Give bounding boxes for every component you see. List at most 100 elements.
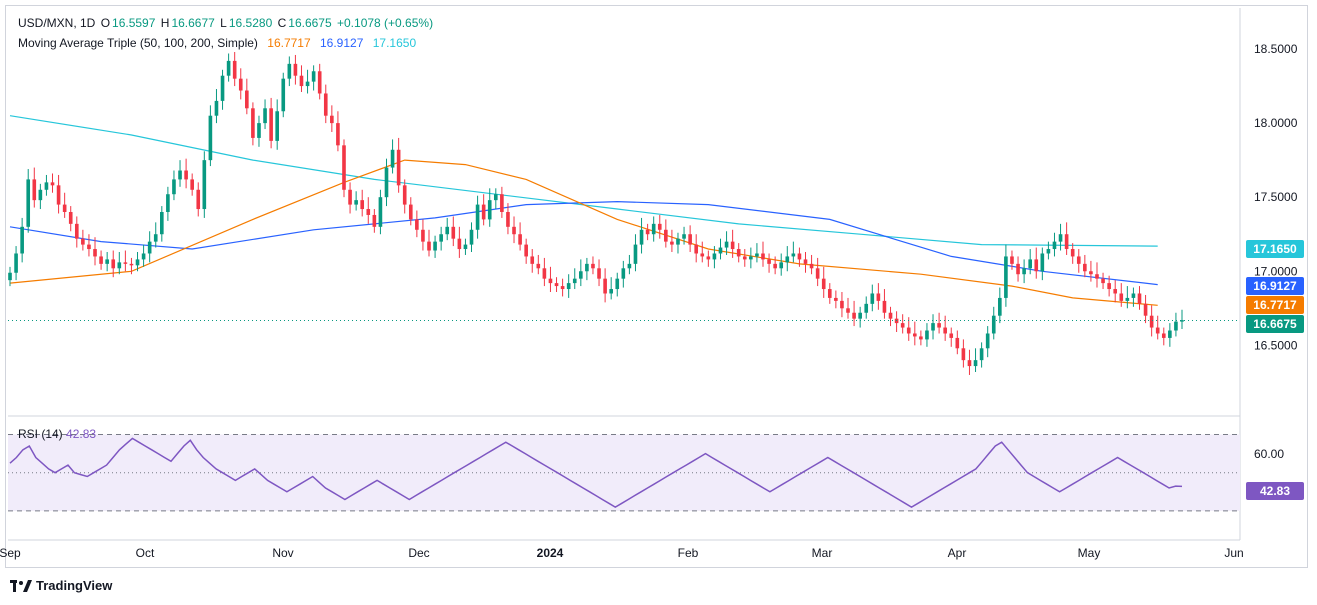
candle-body bbox=[651, 223, 656, 235]
candle-body bbox=[736, 249, 741, 257]
candle-body bbox=[815, 268, 820, 279]
candle-body bbox=[1016, 263, 1020, 275]
candle-body bbox=[676, 238, 680, 245]
y-tick-label-4: 16.5000 bbox=[1254, 338, 1298, 352]
rsi-label: RSI (14) 42.83 bbox=[18, 427, 97, 441]
candle-body bbox=[961, 348, 966, 361]
ma200-line bbox=[9, 115, 1158, 247]
candle-body bbox=[457, 238, 462, 250]
candle-body bbox=[991, 315, 996, 334]
candle-body bbox=[645, 229, 650, 235]
candle-body bbox=[166, 194, 170, 212]
x-tick-label-5: Feb bbox=[678, 546, 699, 560]
candle-body bbox=[670, 241, 674, 245]
candle-body bbox=[336, 123, 340, 146]
candle-body bbox=[135, 259, 140, 266]
candle-body bbox=[749, 256, 753, 260]
candle-body bbox=[1070, 249, 1075, 257]
candle-body bbox=[439, 234, 443, 242]
candle-body bbox=[706, 256, 711, 260]
candle-body bbox=[129, 263, 134, 266]
candle-body bbox=[506, 212, 510, 227]
candle-body bbox=[354, 200, 358, 205]
y-tick-label-2: 17.5000 bbox=[1254, 190, 1298, 204]
candle-body bbox=[943, 327, 947, 334]
tradingview-icon bbox=[10, 579, 32, 592]
candle-body bbox=[415, 219, 419, 230]
candle-body bbox=[888, 312, 893, 319]
candle-body bbox=[639, 229, 644, 245]
candle-body bbox=[427, 241, 431, 251]
candle-body bbox=[1174, 321, 1178, 331]
x-tick-label-4: 2024 bbox=[537, 546, 564, 560]
ma-legend: Moving Average Triple (50, 100, 200, Sim… bbox=[18, 36, 418, 50]
candle-body bbox=[366, 209, 371, 215]
candle-body bbox=[1095, 274, 1099, 279]
candle-body bbox=[627, 263, 632, 269]
candle-body bbox=[742, 256, 747, 260]
candle-body bbox=[44, 182, 49, 190]
candle-body bbox=[694, 244, 699, 254]
candle-body bbox=[305, 81, 310, 87]
ma50-badge: 16.7717 bbox=[1246, 296, 1304, 314]
candle-body bbox=[74, 223, 79, 239]
x-tick-label-1: Oct bbox=[136, 546, 155, 560]
candle-body bbox=[257, 123, 261, 138]
candle-body bbox=[402, 185, 407, 205]
candle-body bbox=[530, 256, 535, 264]
candle-body bbox=[1028, 259, 1032, 269]
ma100-value: 16.9127 bbox=[320, 36, 364, 50]
candle-body bbox=[1052, 241, 1057, 250]
candle-body bbox=[202, 160, 207, 210]
ma50-line bbox=[9, 159, 1158, 306]
candle-body bbox=[500, 194, 504, 212]
candle-body bbox=[275, 111, 280, 141]
candle-body bbox=[1113, 289, 1118, 294]
candle-body bbox=[342, 145, 346, 190]
candle-body bbox=[797, 253, 802, 260]
candle-body bbox=[445, 226, 450, 235]
candle-body bbox=[1180, 320, 1184, 322]
candle-body bbox=[281, 78, 286, 112]
candle-body bbox=[433, 241, 437, 251]
candle-body bbox=[597, 268, 601, 279]
candle-body bbox=[882, 300, 887, 313]
candle-body bbox=[184, 170, 188, 180]
candle-body bbox=[50, 182, 55, 186]
candle-body bbox=[906, 327, 911, 334]
candle-body bbox=[773, 263, 777, 269]
candle-body bbox=[372, 214, 377, 227]
ma200-value: 17.1650 bbox=[372, 36, 417, 50]
candle-body bbox=[263, 108, 267, 124]
tradingview-logo[interactable]: TradingView bbox=[10, 578, 112, 593]
candle-body bbox=[56, 185, 61, 205]
candle-body bbox=[998, 297, 1002, 316]
candle-body bbox=[809, 263, 814, 269]
candle-body bbox=[62, 204, 67, 212]
candle-body bbox=[93, 249, 97, 257]
candle-body bbox=[603, 278, 607, 294]
candle-body bbox=[973, 360, 978, 367]
candle-body bbox=[390, 149, 395, 168]
candle-body bbox=[821, 278, 826, 290]
symbol-label: USD/MXN, 1D bbox=[18, 16, 96, 30]
y-tick-label-0: 18.5000 bbox=[1254, 42, 1298, 56]
candle-body bbox=[287, 63, 292, 79]
chart-frame bbox=[5, 5, 1308, 568]
candle-body bbox=[196, 189, 201, 210]
candle-body bbox=[615, 278, 620, 290]
candle-body bbox=[147, 241, 152, 254]
candle-body bbox=[378, 197, 383, 227]
candle-body bbox=[99, 256, 103, 264]
rsi-line bbox=[9, 437, 1183, 508]
close-label: C bbox=[277, 16, 287, 30]
open-label: O bbox=[100, 16, 111, 30]
y-tick-label-1: 18.0000 bbox=[1254, 116, 1298, 130]
candle-body bbox=[1064, 234, 1069, 250]
candle-body bbox=[493, 194, 498, 201]
candle-body bbox=[900, 323, 905, 328]
y-tick-label-3: 17.0000 bbox=[1254, 264, 1298, 278]
candle-body bbox=[317, 71, 322, 94]
candle-body bbox=[524, 244, 528, 257]
